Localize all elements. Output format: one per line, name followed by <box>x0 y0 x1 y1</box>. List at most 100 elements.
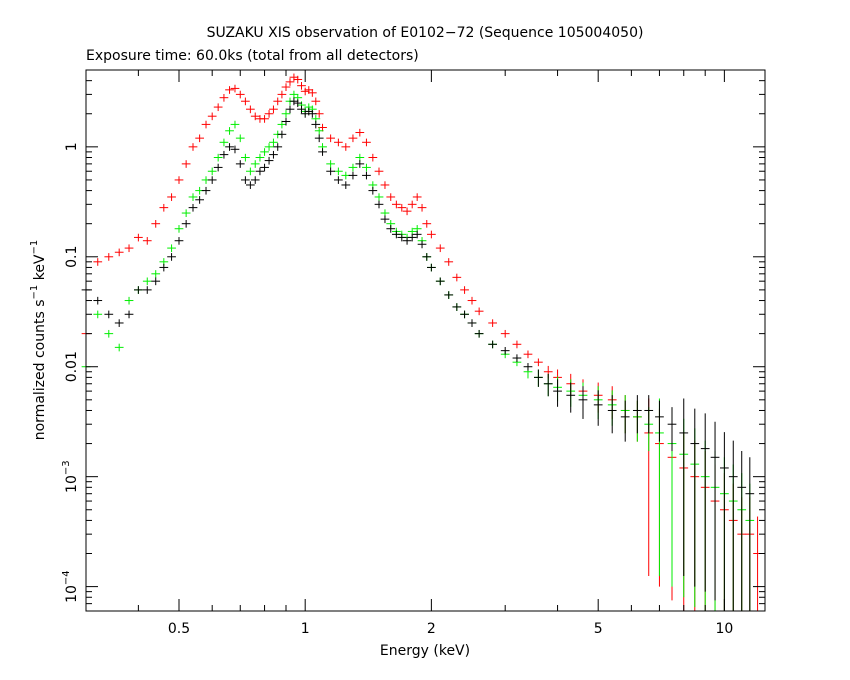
data-point <box>300 87 310 96</box>
data-point <box>311 97 321 106</box>
data-point <box>230 84 240 93</box>
series-2 <box>81 97 755 611</box>
data-point <box>374 200 384 209</box>
data-point <box>167 253 176 261</box>
data-point <box>534 358 543 367</box>
data-point <box>474 329 484 338</box>
data-point <box>474 307 484 316</box>
data-point <box>523 363 533 371</box>
data-point <box>241 153 250 162</box>
data-point <box>289 73 299 82</box>
data-point <box>225 143 234 151</box>
data-point <box>679 398 689 576</box>
data-point <box>241 97 250 106</box>
data-point <box>269 138 278 147</box>
data-point <box>260 148 269 156</box>
data-point <box>728 440 738 611</box>
data-point <box>289 90 299 99</box>
data-point <box>159 203 169 212</box>
data-point <box>427 263 436 272</box>
data-point <box>362 138 371 147</box>
data-point <box>348 171 358 180</box>
data-point <box>412 193 422 201</box>
data-point <box>181 160 191 168</box>
data-point <box>104 253 114 261</box>
data-point <box>159 263 169 272</box>
data-point <box>397 233 407 242</box>
data-point <box>667 407 677 452</box>
series-1 <box>81 90 755 611</box>
y-tick-label-base: 10 <box>64 475 80 493</box>
data-point <box>422 253 432 261</box>
data-point <box>195 196 204 204</box>
data-point <box>277 90 287 99</box>
data-point <box>334 138 343 147</box>
data-point <box>737 450 747 611</box>
data-point <box>293 75 303 84</box>
data-point <box>512 340 522 349</box>
data-point <box>241 176 250 184</box>
data-point <box>285 105 295 114</box>
data-point <box>277 130 287 139</box>
y-axis-label: normalized counts s−1 keV−1 <box>29 240 48 441</box>
data-point <box>402 207 412 216</box>
data-point <box>213 153 223 162</box>
data-point <box>230 120 240 129</box>
data-point <box>512 354 522 363</box>
data-point <box>402 237 412 245</box>
data-point <box>566 382 576 413</box>
x-tick-label: 0.5 <box>168 621 190 637</box>
data-point <box>407 200 417 209</box>
chart-title: SUZAKU XIS observation of E0102−72 (Sequ… <box>207 25 644 41</box>
data-point <box>188 143 198 151</box>
data-point <box>422 220 432 228</box>
data-point <box>553 379 562 407</box>
data-point <box>255 167 265 176</box>
data-point <box>326 167 335 176</box>
data-point <box>219 138 229 147</box>
data-point <box>435 244 445 253</box>
data-point <box>318 148 327 156</box>
data-point <box>307 89 317 97</box>
y-axis-label-unit: keV <box>32 254 48 285</box>
data-point <box>417 240 427 249</box>
data-point <box>745 457 755 611</box>
data-point <box>124 310 134 319</box>
data-point <box>124 244 134 253</box>
data-point <box>207 176 217 184</box>
data-point <box>380 215 390 224</box>
data-point <box>151 277 161 286</box>
data-point <box>142 286 152 294</box>
data-point <box>273 143 283 151</box>
data-point <box>181 220 191 228</box>
data-point <box>341 143 351 151</box>
data-point <box>326 160 335 168</box>
data-point <box>348 163 358 172</box>
data-point <box>644 395 654 434</box>
x-tick-label: 2 <box>427 621 436 637</box>
data-point <box>500 346 510 355</box>
data-point <box>488 319 497 327</box>
data-point <box>412 230 422 239</box>
data-point <box>386 193 396 201</box>
data-point <box>114 248 124 257</box>
data-point <box>348 134 358 143</box>
data-point <box>93 310 103 319</box>
data-point <box>264 143 274 151</box>
data-point <box>355 128 365 137</box>
data-point <box>607 395 617 434</box>
data-point <box>219 94 229 102</box>
y-tick-label-exponent: −3 <box>61 460 72 475</box>
data-point <box>93 258 103 266</box>
data-point <box>213 163 223 172</box>
data-point <box>655 400 664 442</box>
data-point <box>690 408 700 587</box>
data-point <box>523 350 533 359</box>
data-point <box>219 150 229 159</box>
data-point <box>225 86 234 94</box>
data-point <box>201 186 211 195</box>
data-point <box>174 225 184 233</box>
data-point <box>374 167 384 176</box>
data-point <box>341 181 351 189</box>
